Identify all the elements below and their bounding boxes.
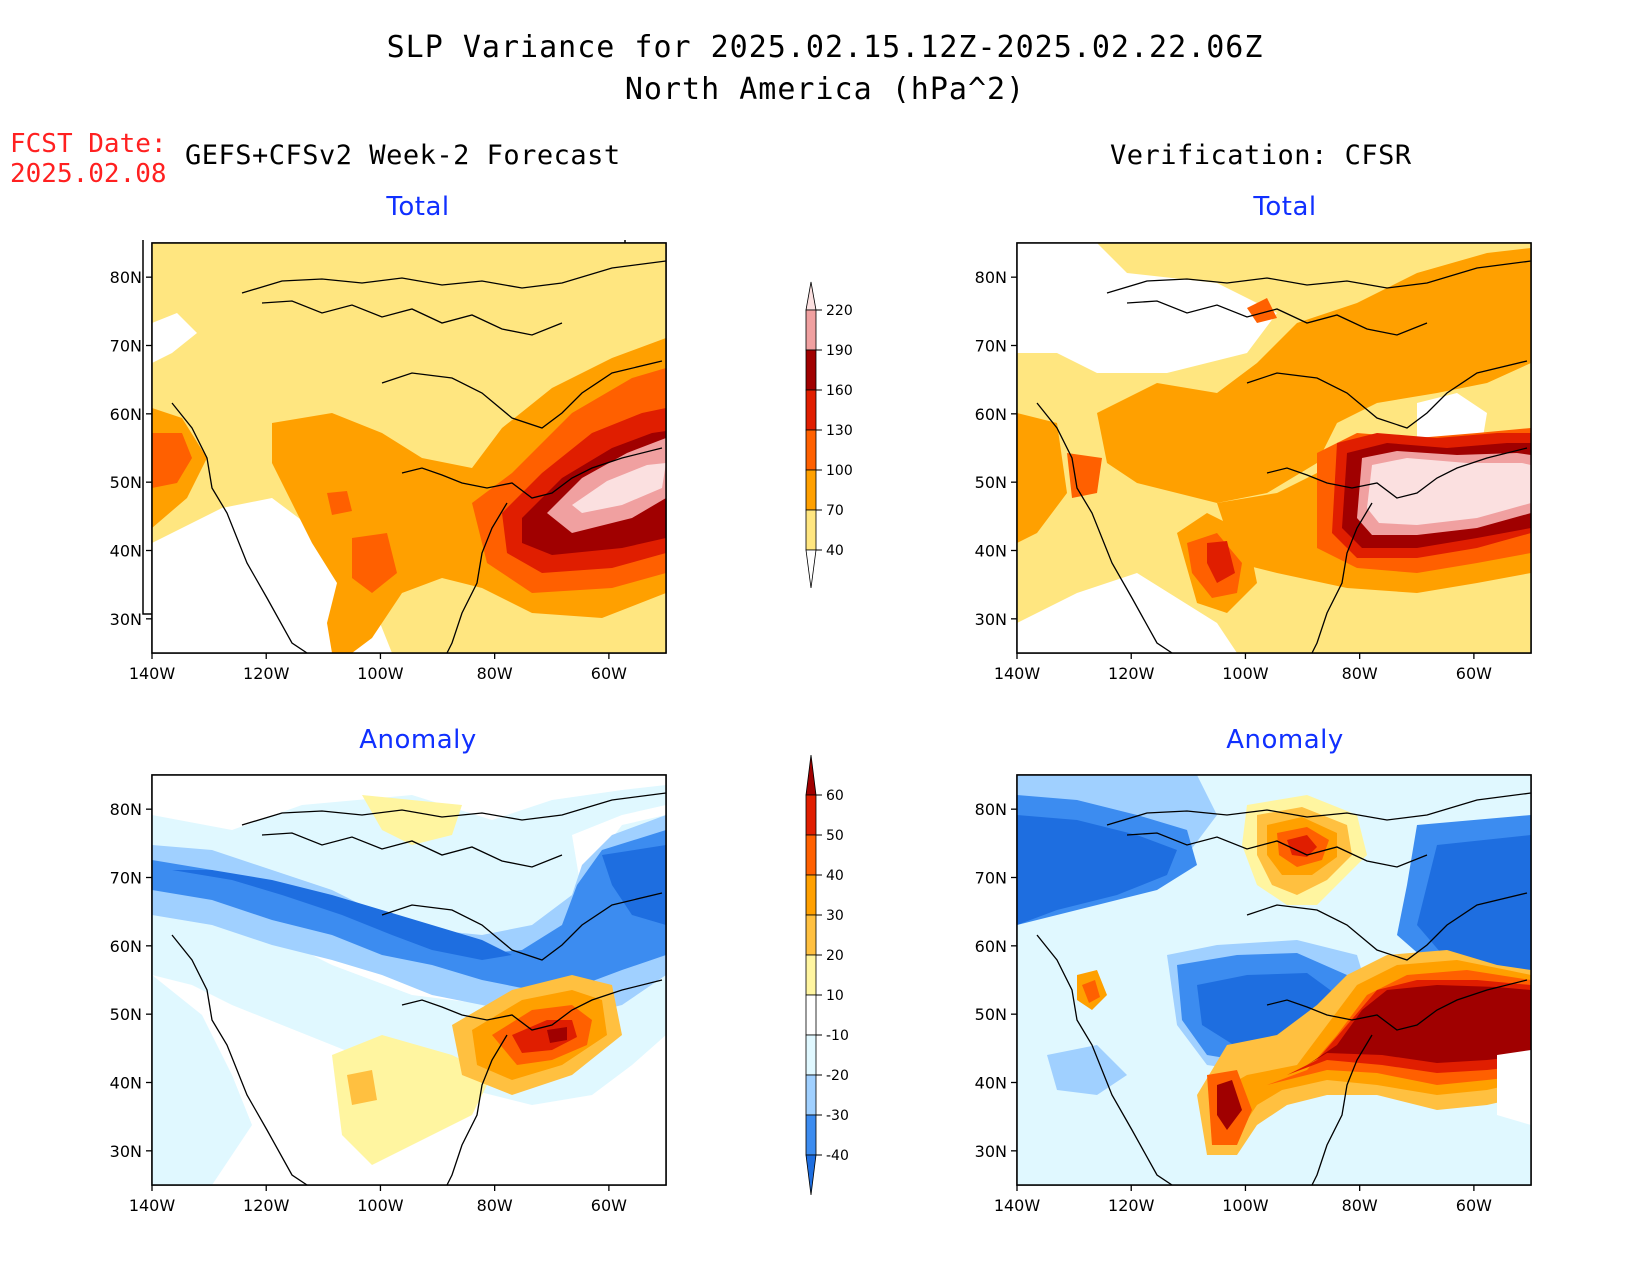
- colorbar-segment: [805, 914, 817, 956]
- colorbar-segment: [805, 469, 817, 511]
- lon-tick-label: 140W: [994, 1196, 1041, 1215]
- lon-tick-label: 100W: [1222, 1196, 1269, 1215]
- lon-tick-label: 140W: [994, 664, 1041, 683]
- colorbar-segment: [805, 1074, 817, 1116]
- verification-column-heading: Verification: CFSR: [1110, 140, 1412, 171]
- lon-tick-label: 100W: [357, 664, 404, 683]
- lat-tick-label: 60N: [110, 405, 142, 424]
- lat-tick-label: 30N: [975, 610, 1007, 629]
- colorbar-label: 160: [826, 383, 853, 399]
- colorbar-label: 50: [826, 828, 844, 844]
- colorbar-total: 220 190 160 130 100 70 40: [805, 281, 853, 589]
- colorbar-label: 30: [826, 908, 844, 924]
- lon-tick-label: 120W: [243, 664, 290, 683]
- lat-tick-label: 50N: [110, 473, 142, 492]
- colorbar-label: -30: [826, 1108, 849, 1124]
- lon-tick-label: 80W: [477, 664, 513, 683]
- colorbar-segment: [805, 1034, 817, 1076]
- lon-tick-label: 120W: [243, 1196, 290, 1215]
- colorbar-label: 20: [826, 948, 844, 964]
- colorbar-segment: [805, 429, 817, 471]
- colorbar-segment: [805, 994, 817, 1036]
- colorbar-label: -10: [826, 1028, 849, 1044]
- lat-tick-label: 30N: [110, 1142, 142, 1161]
- lat-tick-label: 70N: [975, 869, 1007, 888]
- lat-tick-label: 50N: [110, 1005, 142, 1024]
- lon-tick-label: 120W: [1108, 664, 1155, 683]
- lon-tick-label: 60W: [591, 664, 627, 683]
- colorbar-top-arrow: [805, 281, 817, 311]
- colorbar-segment: [805, 954, 817, 996]
- colorbar-label: 10: [826, 988, 844, 1004]
- colorbar-label: 70: [826, 503, 844, 519]
- lon-tick-label: 100W: [1222, 664, 1269, 683]
- lon-tick-label: 140W: [129, 1196, 176, 1215]
- lat-tick-label: 70N: [110, 337, 142, 356]
- colorbar-bottom-arrow: [805, 549, 817, 589]
- lon-tick-label: 120W: [1108, 1196, 1155, 1215]
- lat-tick-label: 50N: [975, 473, 1007, 492]
- fcst-label: FCST Date:: [10, 129, 167, 159]
- forecast-column-heading: GEFS+CFSv2 Week-2 Forecast: [185, 140, 621, 171]
- lat-tick-label: 80N: [975, 268, 1007, 287]
- lon-tick-label: 60W: [1456, 1196, 1492, 1215]
- lon-tick-label: 80W: [1342, 1196, 1378, 1215]
- colorbar-anomaly: 60 50 40 30 20 10 -10 -20 -30 -40: [805, 755, 849, 1196]
- colorbar-label: -40: [826, 1148, 849, 1164]
- lat-tick-label: 40N: [975, 542, 1007, 561]
- colorbar-label: 220: [826, 303, 853, 319]
- colorbar-label: 40: [826, 543, 844, 559]
- lon-tick-label: 80W: [1342, 664, 1378, 683]
- colorbar-segment: [805, 349, 817, 391]
- lat-tick-label: 40N: [975, 1074, 1007, 1093]
- colorbar-bottom-arrow: [805, 1154, 817, 1196]
- lat-tick-label: 70N: [975, 337, 1007, 356]
- lon-tick-label: 140W: [129, 664, 176, 683]
- colorbar-label: 60: [826, 788, 844, 804]
- lat-tick-label: 60N: [975, 405, 1007, 424]
- lat-tick-label: 80N: [975, 800, 1007, 819]
- colorbar-segment: [805, 509, 817, 551]
- lon-tick-label: 100W: [357, 1196, 404, 1215]
- lat-tick-label: 40N: [110, 1074, 142, 1093]
- colorbar-segment: [805, 794, 817, 836]
- colorbar-label: 190: [826, 343, 853, 359]
- subtitle: North America (hPa^2): [624, 72, 1026, 107]
- colorbar-label: -20: [826, 1068, 849, 1084]
- colorbar-segment: [805, 1114, 817, 1156]
- panel-title-forecast-anomaly: Anomaly: [359, 725, 477, 755]
- lon-tick-label: 80W: [477, 1196, 513, 1215]
- lat-tick-label: 60N: [975, 937, 1007, 956]
- colorbar-label: 100: [826, 463, 853, 479]
- lat-tick-label: 60N: [110, 937, 142, 956]
- lat-tick-label: 30N: [975, 1142, 1007, 1161]
- lat-tick-label: 80N: [110, 800, 142, 819]
- colorbar-top-arrow: [805, 755, 817, 796]
- main-title: SLP Variance for 2025.02.15.12Z-2025.02.…: [386, 30, 1264, 65]
- lat-tick-label: 30N: [110, 610, 142, 629]
- colorbar-segment: [805, 389, 817, 431]
- colorbar-segment: [805, 874, 817, 916]
- panel-title-forecast-total: Total: [386, 192, 450, 222]
- lat-tick-label: 40N: [110, 542, 142, 561]
- colorbar-label: 40: [826, 868, 844, 884]
- colorbar-segment: [805, 309, 817, 351]
- panel-title-verification-anomaly: Anomaly: [1226, 725, 1344, 755]
- lat-tick-label: 50N: [975, 1005, 1007, 1024]
- fcst-date: 2025.02.08: [10, 159, 167, 189]
- lat-tick-label: 80N: [110, 268, 142, 287]
- lon-tick-label: 60W: [1456, 664, 1492, 683]
- colorbar-label: 130: [826, 423, 853, 439]
- panel-title-verification-total: Total: [1253, 192, 1317, 222]
- lat-tick-label: 70N: [110, 869, 142, 888]
- colorbar-segment: [805, 834, 817, 876]
- lon-tick-label: 60W: [591, 1196, 627, 1215]
